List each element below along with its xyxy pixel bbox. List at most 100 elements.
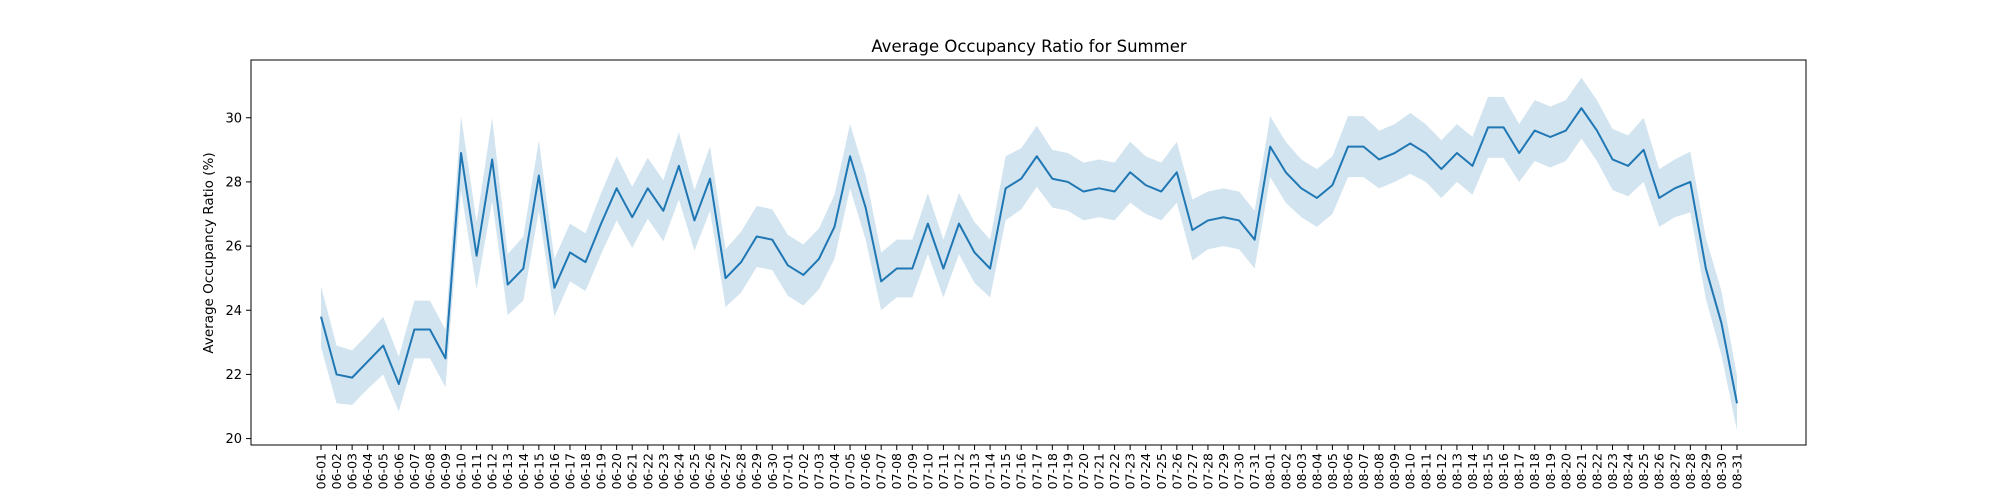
x-tick-label: 06-27 xyxy=(718,453,733,489)
x-tick-label: 06-29 xyxy=(749,453,764,489)
x-tick-label: 08-03 xyxy=(1294,453,1309,489)
x-tick-label: 06-24 xyxy=(671,453,686,489)
x-tick-label: 08-21 xyxy=(1574,453,1589,489)
x-tick-label: 07-06 xyxy=(858,453,873,489)
x-tick-label: 06-20 xyxy=(609,453,624,489)
x-tick-label: 08-17 xyxy=(1512,453,1527,489)
x-tick-label: 06-03 xyxy=(345,453,360,489)
x-tick-label: 06-16 xyxy=(547,453,562,489)
x-tick-label: 06-30 xyxy=(765,453,780,489)
x-tick-label: 07-15 xyxy=(998,453,1013,489)
x-tick-label: 08-26 xyxy=(1652,453,1667,489)
x-tick-label: 07-22 xyxy=(1107,453,1122,489)
y-tick-label: 24 xyxy=(225,304,242,319)
y-tick-label: 30 xyxy=(225,111,242,126)
x-tick-label: 07-19 xyxy=(1060,453,1075,489)
y-axis-label: Average Occupancy Ratio (%) xyxy=(201,152,217,353)
x-tick-label: 06-09 xyxy=(438,453,453,489)
x-tick-label: 08-28 xyxy=(1683,453,1698,489)
x-tick-label: 08-05 xyxy=(1325,453,1340,489)
x-tick-label: 06-05 xyxy=(376,453,391,489)
x-tick-label: 07-30 xyxy=(1232,453,1247,489)
x-tick-label: 07-20 xyxy=(1076,453,1091,489)
x-tick-label: 08-06 xyxy=(1340,453,1355,489)
x-tick-label: 06-11 xyxy=(469,453,484,489)
x-tick-label: 07-12 xyxy=(951,453,966,489)
x-tick-label: 08-23 xyxy=(1605,453,1620,489)
x-tick-label: 06-04 xyxy=(360,453,375,489)
x-tick-label: 06-13 xyxy=(500,453,515,489)
x-tick-label: 08-30 xyxy=(1714,453,1729,489)
plot-frame xyxy=(250,59,1807,446)
x-tick-label: 07-09 xyxy=(905,453,920,489)
x-tick-label: 07-17 xyxy=(1029,453,1044,489)
x-tick-label: 08-25 xyxy=(1636,453,1651,489)
x-tick-label: 08-09 xyxy=(1387,453,1402,489)
x-tick-label: 06-10 xyxy=(454,453,469,489)
x-tick-label: 08-07 xyxy=(1356,453,1371,489)
x-tick-label: 07-31 xyxy=(1247,453,1262,489)
x-tick-label: 08-01 xyxy=(1263,453,1278,489)
x-tick-label: 08-10 xyxy=(1403,453,1418,489)
x-tick-label: 06-08 xyxy=(422,453,437,489)
x-tick-label: 07-02 xyxy=(796,453,811,489)
x-tick-label: 08-16 xyxy=(1496,453,1511,489)
y-tick-label: 26 xyxy=(225,240,242,255)
x-tick-label: 07-07 xyxy=(874,453,889,489)
x-tick-label: 07-04 xyxy=(827,453,842,489)
x-tick-label: 08-24 xyxy=(1621,453,1636,489)
x-tick-label: 06-19 xyxy=(594,453,609,489)
x-tick-label: 07-08 xyxy=(889,453,904,489)
x-tick-label: 06-22 xyxy=(640,453,655,489)
x-tick-label: 08-08 xyxy=(1372,453,1387,489)
x-tick-label: 07-23 xyxy=(1123,453,1138,489)
x-tick-label: 06-21 xyxy=(625,453,640,489)
x-tick-label: 07-03 xyxy=(811,453,826,489)
x-tick-label: 06-25 xyxy=(687,453,702,489)
confidence-band xyxy=(321,77,1737,431)
x-tick-label: 07-10 xyxy=(920,453,935,489)
x-tick-label: 07-26 xyxy=(1169,453,1184,489)
x-tick-label: 08-14 xyxy=(1465,453,1480,489)
x-tick-label: 08-11 xyxy=(1418,453,1433,489)
x-tick-label: 07-14 xyxy=(983,453,998,489)
x-tick-label: 06-18 xyxy=(578,453,593,489)
x-tick-label: 07-21 xyxy=(1092,453,1107,489)
x-tick-label: 06-23 xyxy=(656,453,671,489)
x-tick-label: 06-01 xyxy=(314,453,329,489)
x-tick-label: 07-16 xyxy=(1014,453,1029,489)
x-tick-label: 08-20 xyxy=(1558,453,1573,489)
chart-title: Average Occupancy Ratio for Summer xyxy=(871,37,1186,56)
x-tick-label: 07-11 xyxy=(936,453,951,489)
x-tick-label: 06-12 xyxy=(485,453,500,489)
y-tick-label: 22 xyxy=(225,368,242,383)
x-tick-label: 08-27 xyxy=(1667,453,1682,489)
x-tick-label: 06-28 xyxy=(734,453,749,489)
x-tick-label: 06-15 xyxy=(531,453,546,489)
x-tick-label: 07-18 xyxy=(1045,453,1060,489)
x-tick-label: 08-18 xyxy=(1527,453,1542,489)
x-tick-label: 08-15 xyxy=(1481,453,1496,489)
x-tick-label: 07-13 xyxy=(967,453,982,489)
x-tick-label: 08-04 xyxy=(1309,453,1324,489)
x-tick-label: 06-17 xyxy=(562,453,577,489)
x-tick-label: 06-02 xyxy=(329,453,344,489)
x-tick-label: 08-13 xyxy=(1449,453,1464,489)
x-tick-label: 08-02 xyxy=(1278,453,1293,489)
series-line xyxy=(320,107,1738,404)
x-tick-label: 08-29 xyxy=(1698,453,1713,489)
x-tick-label: 07-24 xyxy=(1138,453,1153,489)
x-tick-label: 07-28 xyxy=(1200,453,1215,489)
y-tick-label: 20 xyxy=(225,432,242,447)
x-tick-label: 07-29 xyxy=(1216,453,1231,489)
x-tick-label: 06-07 xyxy=(407,453,422,489)
x-tick-label: 06-06 xyxy=(391,453,406,489)
x-tick-label: 08-19 xyxy=(1543,453,1558,489)
x-tick-label: 07-05 xyxy=(843,453,858,489)
x-tick-label: 07-25 xyxy=(1154,453,1169,489)
x-tick-label: 06-14 xyxy=(516,453,531,489)
x-tick-label: 07-01 xyxy=(780,453,795,489)
